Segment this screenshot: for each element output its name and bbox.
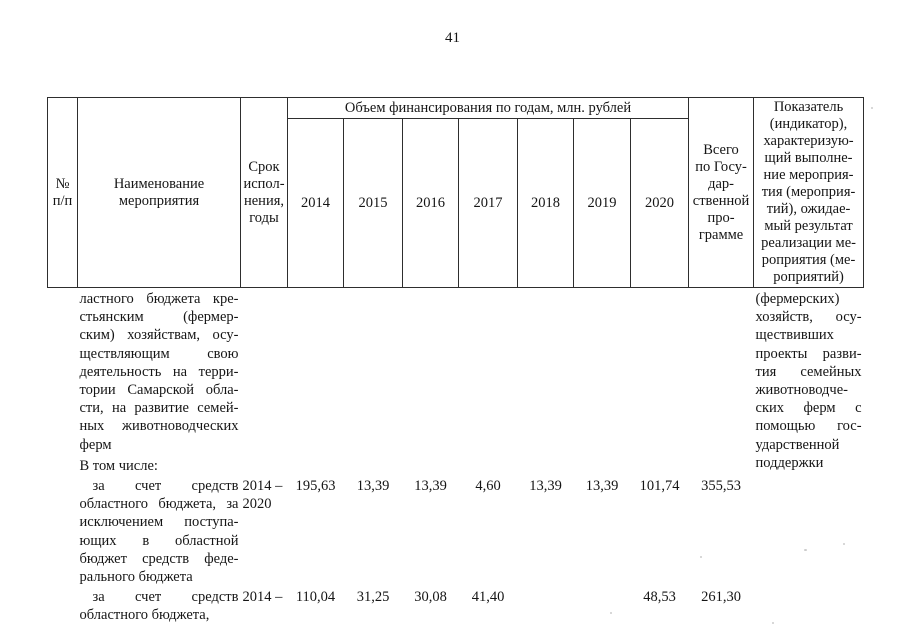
col-header-total: Всего по Госу- дар- ственной про- грамме: [688, 97, 755, 288]
year-header-2015: 2015: [343, 118, 403, 288]
col-header-indicator: Показатель (индикатор), характеризую- щи…: [753, 97, 865, 288]
value-cell-2014: 110,04: [295, 589, 336, 606]
value-cell-2015: 31,25: [356, 589, 390, 606]
col-header-term: Срок испол- нения, годы: [240, 97, 288, 288]
term-cell: [241, 288, 288, 476]
num-cell: [48, 475, 78, 586]
total-cell: 355,53: [701, 478, 741, 495]
scan-speck: [871, 107, 873, 109]
total-cell: [689, 288, 754, 476]
value-cell-2016: [403, 288, 459, 476]
year-header-2020: 2020: [629, 118, 690, 288]
value-cell-2016: 30,08: [414, 589, 447, 606]
name-cell: ластного бюджета кре-стьянским (фермер-с…: [78, 288, 241, 476]
measure-text: за счет средств областного бюджета, за иск…: [79, 478, 239, 586]
total-cell: 261,30: [701, 589, 741, 606]
term-cell: 2014 –: [242, 589, 283, 606]
col-header-name: Наименование мероприятия: [77, 97, 241, 288]
year-header-2017: 2017: [458, 118, 518, 288]
scan-speck: [700, 556, 702, 558]
finance-span-header: Объем финансирования по годам, млн. рубл…: [286, 97, 690, 119]
scan-speck: [804, 549, 807, 551]
value-cell-2019: 13,39: [585, 478, 619, 495]
value-cell-2016: 13,39: [414, 478, 447, 495]
financing-table: № п/п Наименование мероприятия Срок испо…: [47, 97, 865, 625]
year-header-2019: 2019: [573, 118, 631, 288]
page-number: 41: [445, 30, 460, 46]
note-text: В том числе:: [79, 457, 158, 474]
indicator-cell: [754, 475, 864, 586]
table-row: за счет средств областного бюджета, 2014 …: [48, 586, 864, 624]
value-cell-2018: [518, 288, 574, 476]
value-cell-2020: 48,53: [643, 589, 676, 606]
year-header-2014: 2014: [287, 118, 344, 288]
name-cell: за счет средств областного бюджета,: [78, 586, 241, 624]
value-cell-2018: [518, 586, 574, 624]
table-header: № п/п Наименование мероприятия Срок испо…: [47, 97, 865, 288]
indicator-cell: (фермерских) хозяйств, осу-ществивших прое…: [754, 288, 864, 476]
value-cell-2014: [288, 288, 344, 476]
table-row: за счет средств областного бюджета, за иск…: [48, 475, 864, 586]
table-row: ластного бюджета кре-стьянским (фермер-с…: [48, 288, 864, 476]
term-cell: 2014 – 2020: [242, 478, 283, 513]
value-cell-2017: 4,60: [475, 478, 501, 495]
indicator-text: (фермерских) хозяйств, осу-ществивших прое…: [755, 291, 862, 471]
col-header-num: № п/п: [47, 97, 78, 288]
value-cell-2014: 195,63: [295, 478, 336, 495]
measure-text: ластного бюджета кре-стьянским (фермер-с…: [79, 291, 239, 453]
num-cell: [48, 288, 78, 476]
year-header-2018: 2018: [517, 118, 574, 288]
measure-text: за счет средств областного бюджета,: [79, 589, 239, 624]
value-cell-2019: [574, 586, 631, 624]
name-cell: за счет средств областного бюджета, за иск…: [78, 475, 241, 586]
value-cell-2020: [631, 288, 689, 476]
scan-speck: [772, 622, 774, 624]
value-cell-2017: [459, 288, 518, 476]
value-cell-2015: 13,39: [356, 478, 390, 495]
scan-speck: [843, 543, 845, 545]
value-cell-2018: 13,39: [529, 478, 562, 495]
year-header-2016: 2016: [402, 118, 459, 288]
num-cell: [48, 586, 78, 624]
value-cell-2020: 101,74: [639, 478, 680, 495]
scan-speck: [610, 612, 612, 614]
value-cell-2017: 41,40: [471, 589, 505, 606]
indicator-cell: [754, 586, 864, 624]
value-cell-2019: [574, 288, 631, 476]
value-cell-2015: [344, 288, 403, 476]
